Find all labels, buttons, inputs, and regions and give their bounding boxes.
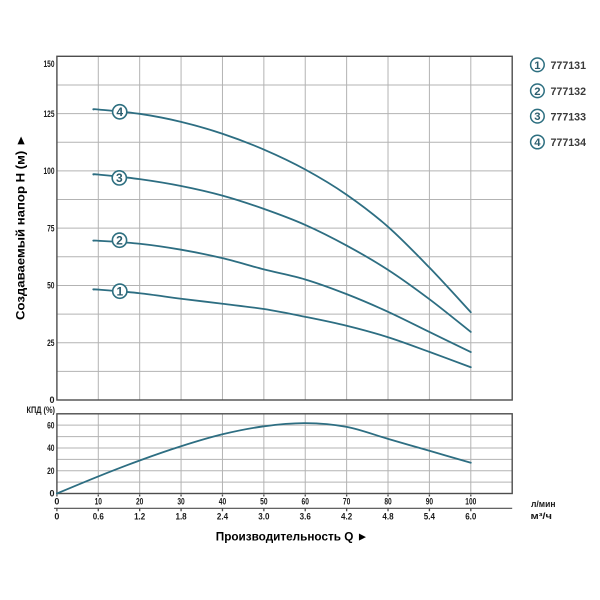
svg-text:80: 80 [384, 496, 391, 506]
svg-text:4.2: 4.2 [341, 512, 352, 522]
svg-text:50: 50 [47, 281, 54, 291]
svg-text:3: 3 [534, 111, 540, 123]
svg-text:1.2: 1.2 [134, 512, 145, 522]
svg-text:0: 0 [54, 512, 59, 522]
svg-text:0.6: 0.6 [93, 512, 104, 522]
svg-text:777133: 777133 [551, 111, 587, 123]
svg-text:2: 2 [534, 86, 540, 98]
svg-text:1: 1 [116, 285, 123, 299]
svg-text:90: 90 [426, 496, 433, 506]
svg-text:100: 100 [465, 496, 476, 506]
svg-text:4: 4 [116, 105, 123, 119]
svg-text:м³/ч: м³/ч [531, 511, 553, 521]
svg-text:Производительность Q ►: Производительность Q ► [216, 530, 369, 544]
svg-text:50: 50 [260, 496, 267, 506]
svg-text:3: 3 [116, 171, 123, 185]
svg-text:4.8: 4.8 [382, 512, 393, 522]
svg-text:6.0: 6.0 [465, 512, 476, 522]
svg-text:5.4: 5.4 [424, 512, 435, 522]
svg-text:125: 125 [44, 109, 55, 119]
svg-text:0: 0 [54, 496, 59, 506]
svg-text:л/мин: л/мин [531, 499, 556, 509]
svg-text:2: 2 [116, 234, 123, 248]
svg-text:КПД (%): КПД (%) [27, 405, 56, 415]
svg-text:Создаваемый напор H (м) ►: Создаваемый напор H (м) ► [14, 134, 28, 320]
svg-text:75: 75 [47, 223, 54, 233]
svg-text:2.4: 2.4 [217, 512, 228, 522]
svg-text:70: 70 [343, 496, 350, 506]
svg-text:1.8: 1.8 [175, 512, 186, 522]
svg-text:0: 0 [49, 489, 54, 499]
svg-text:777131: 777131 [551, 60, 587, 72]
svg-text:777134: 777134 [551, 137, 587, 149]
svg-text:40: 40 [47, 443, 54, 453]
svg-text:3.0: 3.0 [258, 512, 269, 522]
svg-text:30: 30 [177, 496, 184, 506]
svg-text:20: 20 [47, 466, 54, 476]
svg-text:3.6: 3.6 [300, 512, 311, 522]
svg-text:777132: 777132 [551, 86, 587, 98]
svg-text:60: 60 [47, 420, 54, 430]
svg-text:60: 60 [302, 496, 309, 506]
svg-text:100: 100 [44, 166, 55, 176]
svg-text:40: 40 [219, 496, 226, 506]
svg-text:25: 25 [47, 338, 54, 348]
svg-text:4: 4 [534, 137, 541, 149]
svg-text:20: 20 [136, 496, 143, 506]
svg-text:1: 1 [534, 60, 540, 72]
svg-text:150: 150 [44, 59, 55, 69]
svg-text:10: 10 [95, 496, 102, 506]
svg-text:0: 0 [49, 395, 54, 405]
